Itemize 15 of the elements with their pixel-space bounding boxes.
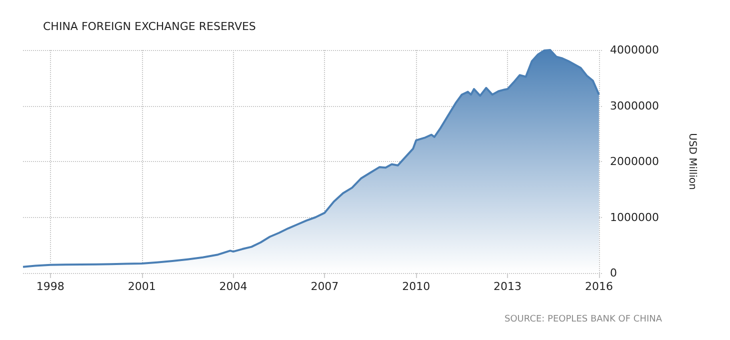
y-axis-title: USD Million — [686, 133, 698, 190]
source-note: SOURCE: PEOPLES BANK OF CHINA — [504, 314, 663, 324]
x-tick-label: 2010 — [402, 280, 430, 293]
y-tick-label: 0 — [610, 266, 617, 280]
x-tick-label: 2013 — [494, 280, 522, 293]
y-tick-label: 2000000 — [610, 155, 659, 168]
x-tick-label: 2016 — [584, 280, 613, 293]
x-tick-label: 2004 — [219, 280, 248, 293]
x-tick-label: 1998 — [36, 280, 64, 293]
x-tick-label: 2007 — [310, 280, 339, 293]
x-tick-label: 2001 — [128, 280, 156, 293]
y-tick-label: 4000000 — [610, 44, 659, 56]
chart-title: CHINA FOREIGN EXCHANGE RESERVES — [43, 20, 256, 33]
y-tick-label: 3000000 — [610, 99, 659, 112]
y-tick-label: 1000000 — [610, 210, 659, 224]
